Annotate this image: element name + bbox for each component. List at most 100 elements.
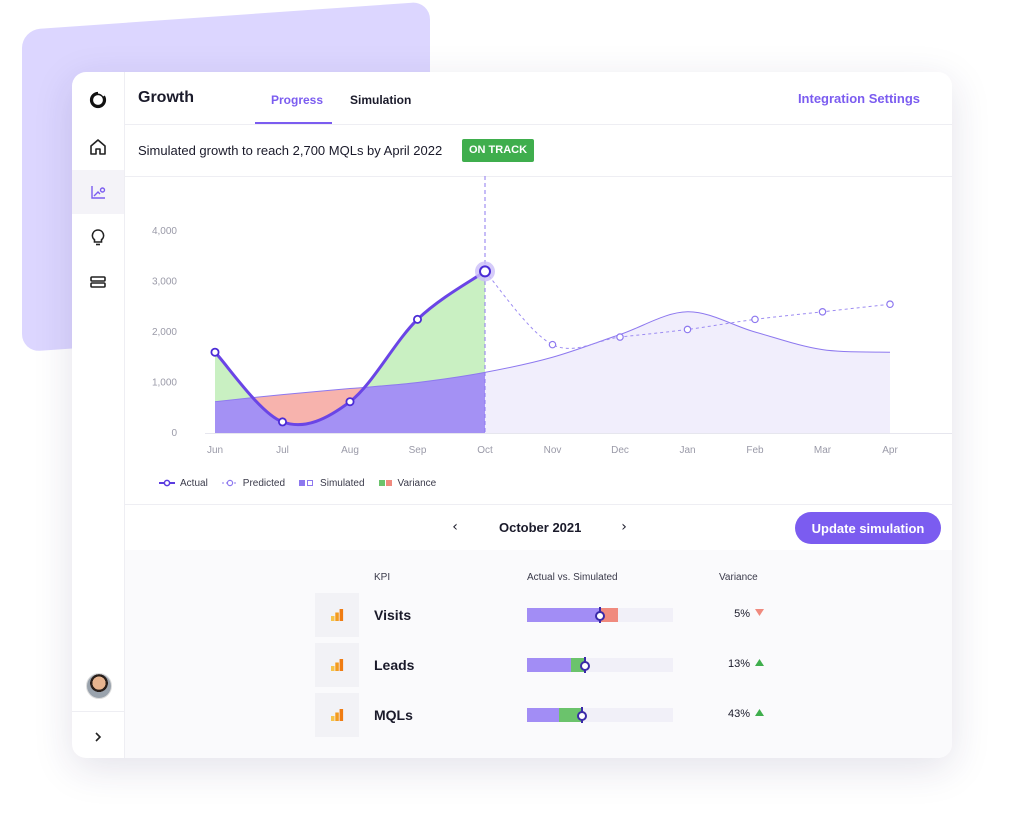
legend-label-actual: Actual	[180, 477, 208, 489]
actual-point	[210, 347, 220, 357]
predicted-point	[818, 308, 827, 316]
kpi-progress-bar	[527, 607, 673, 623]
chart-legend: Actual Predicted Simulated Variance	[159, 475, 436, 491]
tab-simulation[interactable]: Simulation	[350, 93, 412, 107]
x-tick-label: Oct	[477, 445, 493, 456]
legend-item-predicted: Predicted	[221, 477, 286, 489]
avatar[interactable]	[86, 673, 112, 699]
x-tick-label: Jan	[679, 445, 695, 456]
kpi-header-actual-vs-simulated: Actual vs. Simulated	[527, 572, 618, 583]
simulated-area-forecast	[485, 311, 890, 433]
top-bar: Growth Progress Simulation Integration S…	[125, 72, 952, 125]
integration-settings-link[interactable]: Integration Settings	[797, 91, 920, 106]
legend-label-predicted: Predicted	[242, 477, 286, 489]
kpi-name: Visits	[374, 607, 412, 623]
predicted-point	[751, 315, 759, 324]
simulated-line	[214, 311, 891, 403]
kpi-name: Leads	[374, 657, 415, 673]
y-tick-label: 1,000	[152, 378, 177, 389]
kpi-header-kpi: KPI	[374, 572, 391, 583]
growth-chart: 0 1,000 2,000 3,000 4,000 Jun Jul Aug Sep Oct Nov D…	[152, 176, 952, 456]
predicted-point	[548, 340, 557, 349]
trend-down-icon	[755, 609, 764, 619]
actual-point	[277, 417, 287, 427]
y-tick-label: 0	[171, 428, 177, 439]
goal-bar: Simulated growth to reach 2,700 MQLs by …	[125, 124, 952, 177]
expand-sidebar-button[interactable]	[72, 715, 124, 758]
actual-point	[345, 397, 355, 407]
sidebar-item-insights[interactable]	[72, 215, 124, 259]
predicted-point	[683, 325, 692, 334]
kpi-variance: 5%	[734, 608, 750, 620]
kpi-actual-marker-dot	[577, 711, 588, 721]
analytics-bars-icon	[315, 593, 359, 637]
sidebar-item-growth[interactable]	[72, 170, 124, 214]
analytics-bars-icon	[315, 643, 359, 687]
x-tick-label: Jul	[276, 445, 289, 456]
prev-month-button[interactable]: ‹	[452, 519, 458, 535]
update-simulation-button[interactable]: Update simulation	[795, 512, 941, 544]
kpi-header-variance: Variance	[719, 572, 758, 583]
growth-chart-icon	[91, 186, 106, 199]
legend-item-actual: Actual	[159, 478, 208, 489]
kpi-row-visits[interactable]: Visits 5%	[315, 593, 775, 637]
kpi-simulated-fill	[527, 658, 571, 672]
page-title: Growth	[138, 89, 194, 106]
stack-icon	[90, 276, 106, 288]
kpi-name: MQLs	[374, 707, 413, 723]
kpi-variance-fill	[600, 608, 618, 622]
y-tick-label: 3,000	[152, 277, 177, 288]
main-panel: Growth Progress Simulation Integration S…	[125, 72, 952, 758]
kpi-row-leads[interactable]: Leads 13%	[315, 643, 775, 687]
predicted-point	[616, 333, 624, 341]
actual-point-current	[479, 265, 491, 278]
next-month-button[interactable]: ›	[621, 519, 627, 535]
kpi-actual-marker-dot	[580, 661, 591, 671]
x-tick-label: Aug	[341, 445, 359, 456]
legend-item-variance: Variance	[378, 477, 437, 489]
kpi-simulated-fill	[527, 708, 560, 722]
kpi-variance: 13%	[727, 658, 750, 670]
logo-ring-icon[interactable]	[72, 78, 124, 122]
kpi-variance: 43%	[727, 708, 750, 720]
x-tick-label: Dec	[611, 445, 629, 456]
active-tab-indicator	[255, 122, 332, 124]
legend-item-simulated: Simulated	[299, 477, 365, 489]
x-tick-label: Feb	[746, 445, 764, 456]
sidebar-item-layers[interactable]	[72, 260, 124, 304]
legend-label-variance: Variance	[397, 477, 437, 489]
kpi-table: KPI Actual vs. Simulated Variance Visits…	[125, 550, 952, 758]
lightbulb-icon	[91, 229, 105, 246]
chevron-right-icon	[95, 732, 102, 742]
sidebar	[72, 72, 125, 758]
kpi-row-mqls[interactable]: MQLs 43%	[315, 693, 775, 737]
y-tick-label: 2,000	[152, 327, 177, 338]
x-tick-label: Apr	[882, 445, 898, 456]
home-icon	[90, 139, 106, 155]
trend-up-icon	[755, 709, 764, 719]
simulation-controls: ‹ October 2021 › Update simulation	[125, 504, 952, 551]
status-badge: ON TRACK	[462, 139, 535, 162]
x-tick-label: Nov	[544, 445, 562, 456]
kpi-simulated-fill	[527, 608, 600, 622]
x-tick-label: Jun	[207, 445, 223, 456]
trend-up-icon	[755, 659, 764, 669]
y-tick-label: 4,000	[152, 226, 177, 237]
sidebar-divider	[72, 711, 124, 712]
legend-label-simulated: Simulated	[320, 477, 365, 489]
sidebar-item-home[interactable]	[72, 125, 124, 169]
x-tick-label: Mar	[814, 445, 832, 456]
kpi-progress-bar	[527, 657, 673, 673]
simulated-area-past	[215, 311, 485, 433]
app-window: Growth Progress Simulation Integration S…	[72, 72, 952, 758]
kpi-variance-fill	[559, 708, 583, 722]
kpi-progress-bar	[527, 707, 673, 723]
goal-text: Simulated growth to reach 2,700 MQLs by …	[138, 143, 443, 158]
analytics-bars-icon	[315, 693, 359, 737]
x-tick-label: Sep	[409, 445, 427, 456]
current-month-label: October 2021	[499, 520, 582, 535]
actual-point	[412, 314, 422, 324]
tab-progress[interactable]: Progress	[271, 93, 324, 107]
predicted-point	[886, 300, 894, 309]
kpi-actual-marker-dot	[595, 611, 605, 621]
